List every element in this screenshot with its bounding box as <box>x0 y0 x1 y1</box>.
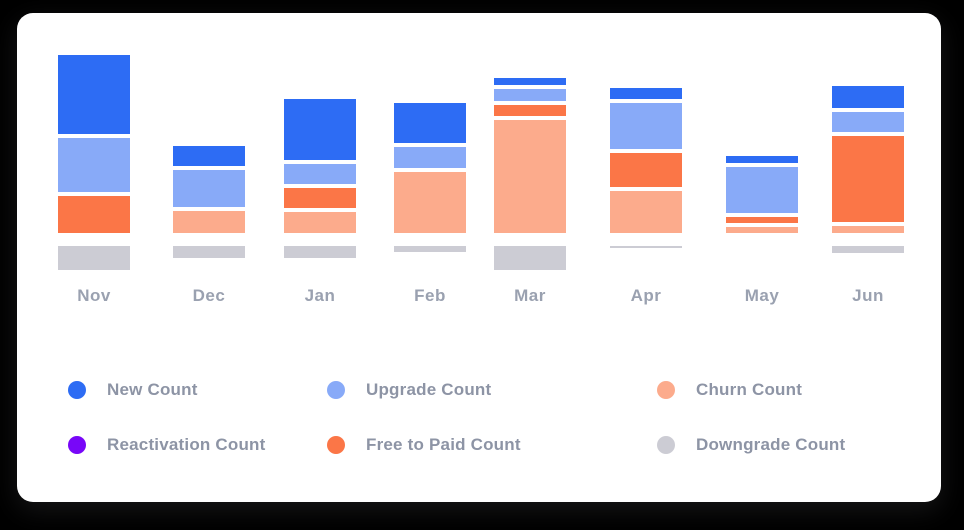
bar-mar-segment-downgrade[interactable] <box>494 246 566 270</box>
x-axis-label-jun: Jun <box>852 286 884 305</box>
legend-item-label: Upgrade Count <box>366 380 492 399</box>
bar-jun-segment-churn[interactable] <box>832 226 904 233</box>
legend-item-label: Downgrade Count <box>696 435 846 454</box>
legend-item-new-count[interactable]: New Count <box>68 380 198 399</box>
bar-may-segment-new[interactable] <box>726 156 798 163</box>
bar-nov-segment-new[interactable] <box>58 55 130 134</box>
x-axis-label-nov: Nov <box>77 286 111 305</box>
bar-jan-segment-upgrade[interactable] <box>284 164 356 184</box>
bar-jun-segment-free-to-paid[interactable] <box>832 136 904 222</box>
bar-dec-segment-new[interactable] <box>173 146 245 166</box>
x-axis-label-jan: Jan <box>304 286 336 305</box>
bar-mar-segment-upgrade[interactable] <box>494 89 566 101</box>
bar-nov-segment-free-to-paid[interactable] <box>58 196 130 233</box>
legend-item-reactivation-count[interactable]: Reactivation Count <box>68 435 266 454</box>
bar-mar-segment-churn[interactable] <box>494 120 566 233</box>
bar-mar <box>494 78 566 233</box>
bar-dec-segment-churn[interactable] <box>173 211 245 233</box>
bar-mar-segment-free-to-paid[interactable] <box>494 105 566 116</box>
bar-feb-segment-upgrade[interactable] <box>394 147 466 168</box>
upgrade-count-dot-icon <box>327 381 345 399</box>
bar-jun <box>832 86 904 233</box>
reactivation-count-dot-icon <box>68 436 86 454</box>
bar-dec-segment-upgrade[interactable] <box>173 170 245 207</box>
bar-dec <box>173 146 245 233</box>
legend-item-churn-count[interactable]: Churn Count <box>657 380 803 399</box>
bar-apr-segment-free-to-paid[interactable] <box>610 153 682 187</box>
new-count-dot-icon <box>68 381 86 399</box>
bar-apr-segment-downgrade[interactable] <box>610 246 682 248</box>
legend-item-label: Reactivation Count <box>107 435 266 454</box>
bar-feb-segment-new[interactable] <box>394 103 466 143</box>
bar-apr-segment-churn[interactable] <box>610 191 682 233</box>
free-to-paid-count-dot-icon <box>327 436 345 454</box>
chart-card: Nov Dec Jan Feb Mar Apr May Jun New Count Upgra… <box>17 13 941 502</box>
legend-item-free-to-paid-count[interactable]: Free to Paid Count <box>327 435 521 454</box>
legend-item-downgrade-count[interactable]: Downgrade Count <box>657 435 846 454</box>
legend-item-label: Churn Count <box>696 380 803 399</box>
bar-jan-segment-free-to-paid[interactable] <box>284 188 356 208</box>
bar-feb-segment-downgrade[interactable] <box>394 246 466 252</box>
legend-item-label: New Count <box>107 380 198 399</box>
x-axis-label-apr: Apr <box>630 286 662 305</box>
bar-nov <box>58 55 130 233</box>
bar-jun-segment-upgrade[interactable] <box>832 112 904 132</box>
bar-apr-segment-new[interactable] <box>610 88 682 99</box>
legend-item-upgrade-count[interactable]: Upgrade Count <box>327 380 492 399</box>
bar-nov-segment-upgrade[interactable] <box>58 138 130 192</box>
bar-may-segment-churn[interactable] <box>726 227 798 233</box>
x-axis-label-mar: Mar <box>514 286 546 305</box>
bar-nov-segment-downgrade[interactable] <box>58 246 130 270</box>
bar-jan-segment-new[interactable] <box>284 99 356 160</box>
bar-apr <box>610 88 682 233</box>
x-axis-label-feb: Feb <box>414 286 446 305</box>
bar-jun-segment-downgrade[interactable] <box>832 246 904 253</box>
bar-mar-segment-new[interactable] <box>494 78 566 85</box>
bar-jun-segment-new[interactable] <box>832 86 904 108</box>
bar-may <box>726 156 798 233</box>
legend-item-label: Free to Paid Count <box>366 435 521 454</box>
bar-jan-segment-churn[interactable] <box>284 212 356 233</box>
bar-jan <box>284 99 356 233</box>
bar-dec-segment-downgrade[interactable] <box>173 246 245 258</box>
x-axis-label-may: May <box>744 286 780 305</box>
bar-may-segment-upgrade[interactable] <box>726 167 798 213</box>
bar-may-segment-free-to-paid[interactable] <box>726 217 798 223</box>
bar-apr-segment-upgrade[interactable] <box>610 103 682 149</box>
stacked-bar-chart: Nov Dec Jan Feb Mar Apr May Jun <box>17 13 941 323</box>
x-axis-label-dec: Dec <box>192 286 226 305</box>
downgrade-count-dot-icon <box>657 436 675 454</box>
bar-feb-segment-churn[interactable] <box>394 172 466 233</box>
bar-jan-segment-downgrade[interactable] <box>284 246 356 258</box>
chart-legend: New Count Upgrade Count Churn Count Reac… <box>17 13 941 502</box>
churn-count-dot-icon <box>657 381 675 399</box>
bar-feb <box>394 103 466 233</box>
